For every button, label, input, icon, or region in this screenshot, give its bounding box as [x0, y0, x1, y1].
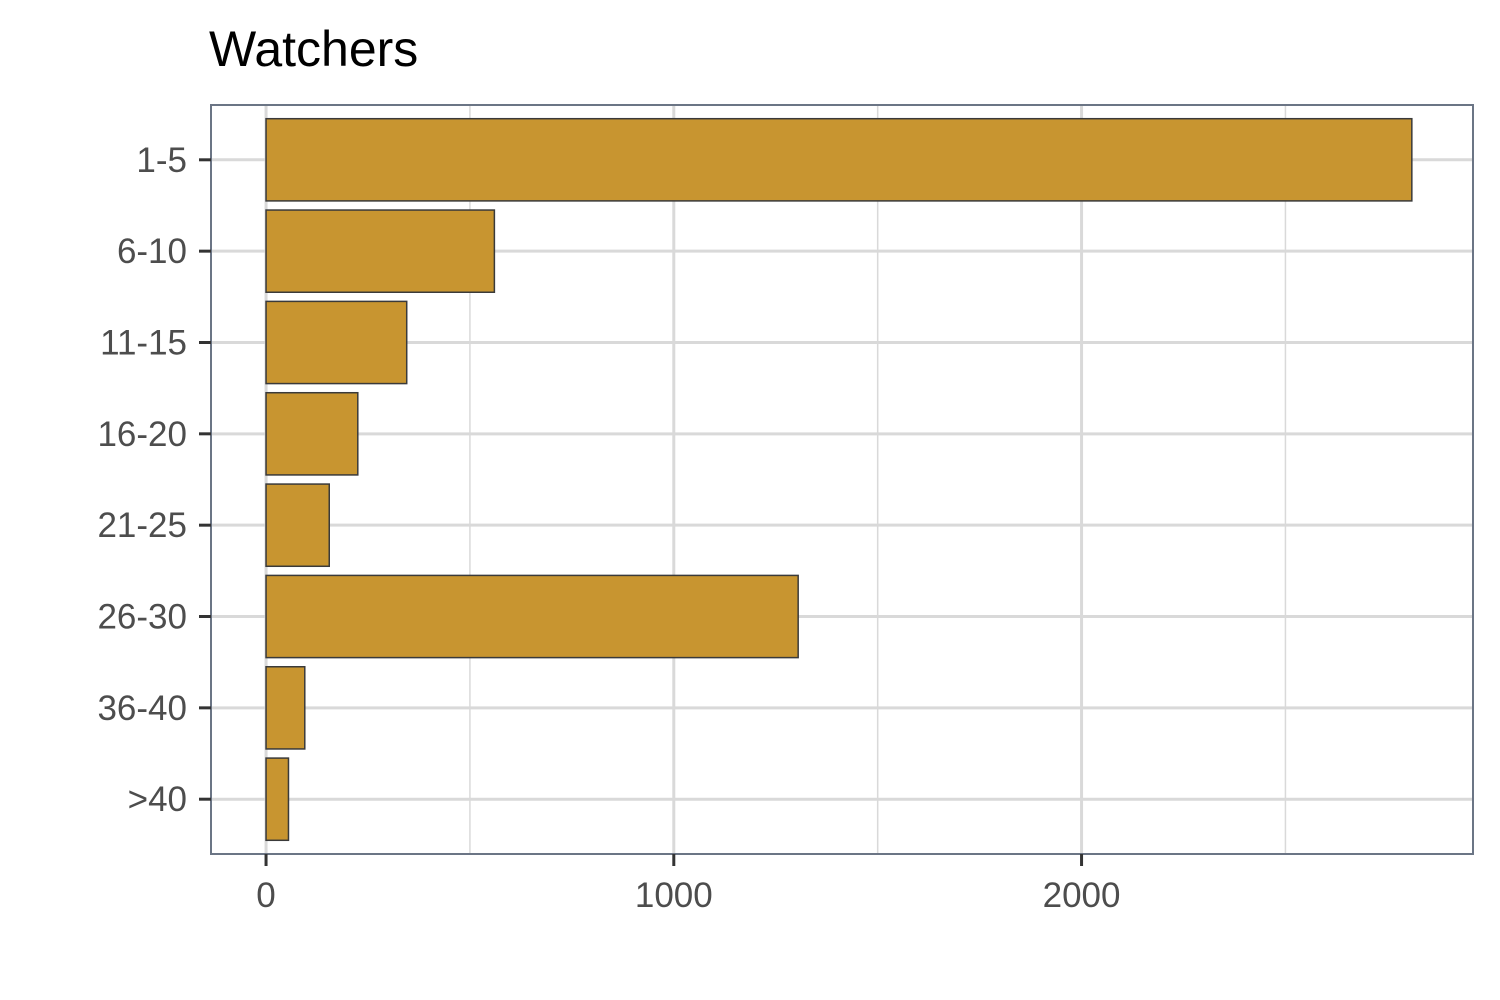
chart-title: Watchers: [209, 21, 418, 77]
bar-6-10: [265, 209, 496, 293]
y-tick-label: 1-5: [136, 141, 187, 180]
panel-border: [210, 104, 1474, 855]
y-tick-label: 11-15: [100, 323, 187, 362]
x-tick-label: 0: [256, 876, 275, 915]
y-tick-label: 21-25: [97, 506, 187, 545]
y-tick-label: 26-30: [97, 598, 187, 637]
y-tick-label: 36-40: [97, 689, 187, 728]
y-axis: 1-5 6-10 11-15 16-20 21-25 26-30 36-40 >40: [97, 141, 211, 819]
x-tick-label: 2000: [1043, 876, 1121, 915]
x-tick-label: 1000: [635, 876, 713, 915]
bar-40: [265, 757, 290, 842]
bar-11-15: [265, 300, 408, 385]
bar-16-20: [265, 391, 359, 476]
y-tick-label: 6-10: [117, 232, 187, 271]
bar-21-25: [265, 483, 330, 568]
y-tick-label: >40: [128, 780, 187, 819]
bar-36-40: [265, 666, 306, 750]
y-tick-label: 16-20: [97, 415, 187, 454]
bar-1-5: [265, 117, 1413, 202]
x-axis: 0 1000 2000: [256, 854, 1120, 915]
bar-26-30: [265, 574, 799, 659]
bars: [265, 117, 1413, 842]
